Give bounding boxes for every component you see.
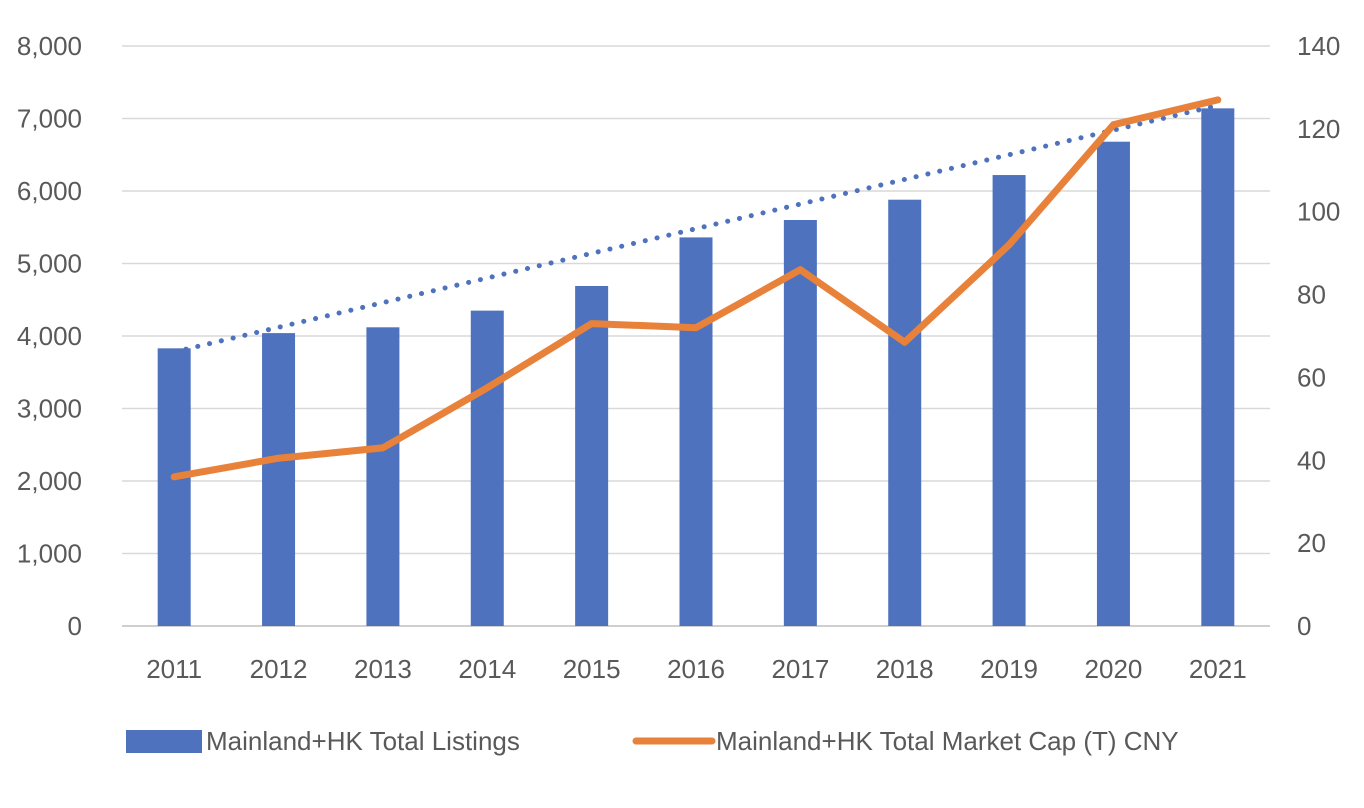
y-left-tick-label: 2,000	[17, 466, 82, 496]
bar-series	[157, 108, 1235, 627]
bar	[262, 333, 296, 626]
trendline	[171, 102, 1221, 355]
bar	[888, 199, 922, 626]
x-tick-label: 2017	[771, 654, 829, 684]
y-right-tick-label: 100	[1297, 197, 1340, 227]
y-left-tick-label: 3,000	[17, 394, 82, 424]
bar	[575, 285, 609, 626]
x-tick-label: 2020	[1085, 654, 1143, 684]
x-tick-label: 2012	[250, 654, 308, 684]
bar	[992, 175, 1026, 627]
y-left-tick-label: 0	[68, 611, 82, 641]
legend: Mainland+HK Total Listings Mainland+HK T…	[126, 726, 1179, 756]
y-left-tick-label: 5,000	[17, 249, 82, 279]
x-tick-label: 2013	[354, 654, 412, 684]
y-axis-right: 0 20 40 60 80 100 120 140	[1297, 31, 1340, 641]
bar	[470, 310, 504, 626]
y-left-tick-label: 1,000	[17, 539, 82, 569]
trendline-dots	[171, 102, 1221, 355]
y-right-tick-label: 40	[1297, 445, 1326, 475]
y-left-tick-label: 8,000	[17, 31, 82, 61]
bar	[1201, 108, 1235, 627]
bar	[1096, 141, 1130, 626]
x-axis: 2011 2012 2013 2014 2015 2016 2017 2018 2019 2020…	[146, 654, 1247, 684]
bar	[366, 327, 400, 626]
y-left-tick-label: 4,000	[17, 321, 82, 351]
legend-label-listings: Mainland+HK Total Listings	[206, 726, 520, 756]
x-tick-label: 2014	[458, 654, 516, 684]
bar	[679, 237, 713, 626]
x-tick-label: 2018	[876, 654, 934, 684]
bar	[783, 220, 817, 626]
y-right-tick-label: 80	[1297, 280, 1326, 310]
y-right-tick-label: 140	[1297, 31, 1340, 61]
x-tick-label: 2015	[563, 654, 621, 684]
y-right-tick-label: 0	[1297, 611, 1311, 641]
y-axis-left: 0 1,000 2,000 3,000 4,000 5,000 6,000 7,000 8,00…	[17, 31, 82, 641]
legend-label-market-cap: Mainland+HK Total Market Cap (T) CNY	[716, 726, 1179, 756]
y-right-tick-label: 60	[1297, 362, 1326, 392]
bar	[157, 348, 191, 626]
line-series	[170, 96, 1222, 481]
x-tick-label: 2021	[1189, 654, 1247, 684]
legend-swatch-listings	[126, 730, 202, 753]
y-left-tick-label: 6,000	[17, 176, 82, 206]
y-left-tick-label: 7,000	[17, 104, 82, 134]
x-tick-label: 2016	[667, 654, 725, 684]
y-right-tick-label: 20	[1297, 528, 1326, 558]
x-tick-label: 2011	[146, 654, 202, 684]
market-cap-line	[170, 96, 1222, 481]
x-tick-label: 2019	[980, 654, 1038, 684]
y-right-tick-label: 120	[1297, 114, 1340, 144]
